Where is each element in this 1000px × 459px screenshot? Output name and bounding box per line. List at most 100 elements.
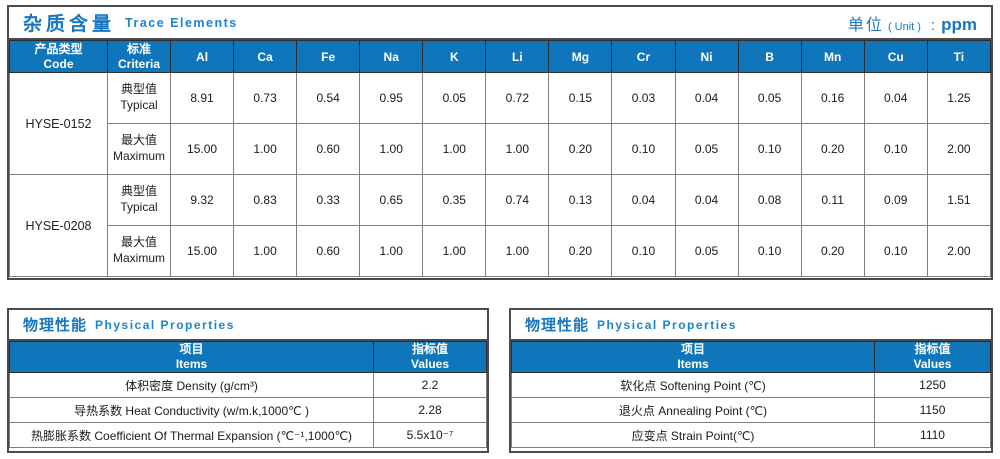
trace-value-cell: 0.10 [737, 225, 802, 277]
trace-value-cell: 0.83 [233, 174, 298, 226]
element-column-header-k: K [422, 40, 487, 73]
product-code-cell: HYSE-0208 [9, 174, 108, 277]
table-row-hyse0152-typical: HYSE-0152 典型值 Typical 8.91 0.73 0.54 0.9… [9, 72, 992, 175]
typical-label-en: Typical [120, 98, 158, 112]
trace-elements-subtitle: Trace Elements [125, 15, 238, 30]
trace-value-cell: 15.00 [169, 123, 235, 175]
physical-properties-title: 物理性能 [525, 317, 590, 334]
element-column-header-fe: Fe [296, 40, 361, 73]
trace-value-cell: 0.65 [359, 174, 424, 226]
element-column-header-cu: Cu [863, 40, 928, 73]
trace-value-cell: 0.20 [548, 123, 613, 175]
trace-value-cell: 0.10 [863, 123, 928, 175]
element-column-header-li: Li [485, 40, 550, 73]
trace-value-cell: 2.00 [926, 225, 992, 277]
values-header-en: Values [410, 357, 450, 371]
property-item-cell: 软化点 Softening Point (℃) [511, 372, 875, 398]
typical-label-cn: 典型值 [120, 82, 157, 97]
property-row-thermal-expansion: 热膨胀系数 Coefficient Of Thermal Expansion (… [9, 422, 487, 448]
element-column-header-na: Na [359, 40, 424, 73]
trace-value-cell: 0.11 [800, 174, 865, 226]
trace-value-cell: 0.60 [296, 123, 361, 175]
maximum-label-en: Maximum [112, 251, 165, 265]
criteria-maximum-cell: 最大值 Maximum [107, 123, 171, 175]
property-row-softening-point: 软化点 Softening Point (℃) 1250 [511, 372, 991, 398]
trace-value-cell: 0.20 [800, 123, 865, 175]
items-header-cn: 项目 [179, 342, 204, 357]
element-column-header-mn: Mn [800, 40, 865, 73]
physical-properties-subtitle: Physical Properties [597, 317, 737, 332]
criteria-typical-cell: 典型值 Typical [107, 174, 171, 226]
property-row-density: 体积密度 Density (g/cm³) 2.2 [9, 372, 487, 398]
trace-value-cell: 0.09 [863, 174, 928, 226]
items-column-header: 项目 Items [511, 341, 875, 373]
trace-elements-title: 杂质含量 [23, 14, 116, 35]
trace-value-cell: 1.25 [926, 72, 992, 124]
table-row-hyse0208-maximum: 最大值 Maximum 15.00 1.00 0.60 1.00 1.00 1.… [10, 225, 992, 277]
trace-value-cell: 1.00 [359, 225, 424, 277]
element-column-header-ni: Ni [674, 40, 739, 73]
element-column-header-cr: Cr [611, 40, 676, 73]
physical-header-row: 项目 Items 指标值 Values [511, 341, 991, 373]
values-header-cn: 指标值 [411, 342, 448, 357]
trace-value-cell: 0.73 [233, 72, 298, 124]
trace-value-cell: 0.04 [863, 72, 928, 124]
physical-properties-title: 物理性能 [23, 317, 88, 334]
trace-value-cell: 0.95 [359, 72, 424, 124]
trace-value-cell: 0.10 [611, 225, 676, 277]
property-value-cell: 1250 [874, 372, 991, 398]
physical-properties-panel-left: 物理性能 Physical Properties 项目 Items 指标值 Va… [7, 308, 489, 453]
element-column-header-al: Al [169, 40, 235, 73]
maximum-label-en: Maximum [112, 149, 165, 163]
table-row-hyse0152-maximum: 最大值 Maximum 15.00 1.00 0.60 1.00 1.00 1.… [10, 123, 992, 175]
property-row-annealing-point: 退火点 Annealing Point (℃) 1150 [511, 397, 991, 423]
items-header-en: Items [677, 357, 709, 371]
trace-value-cell: 0.05 [422, 72, 487, 124]
criteria-header-cn: 标准 [126, 41, 151, 56]
trace-value-cell: 0.15 [548, 72, 613, 124]
trace-value-cell: 2.00 [926, 123, 992, 175]
trace-value-cell: 0.54 [296, 72, 361, 124]
physical-header-row: 项目 Items 指标值 Values [9, 341, 487, 373]
trace-value-cell: 0.05 [674, 123, 739, 175]
trace-value-cell: 1.00 [485, 123, 550, 175]
maximum-label-cn: 最大值 [120, 133, 157, 148]
unit-colon: : [930, 16, 936, 34]
criteria-column-header: 标准 Criteria [107, 40, 171, 73]
trace-value-cell: 0.05 [674, 225, 739, 277]
trace-value-cell: 1.00 [359, 123, 424, 175]
property-value-cell: 2.28 [373, 397, 487, 423]
trace-value-cell: 9.32 [169, 174, 235, 226]
physical-properties-titlebar: 物理性能 Physical Properties [9, 310, 487, 341]
physical-properties-panel-right: 物理性能 Physical Properties 项目 Items 指标值 Va… [509, 308, 993, 453]
trace-value-cell: 0.13 [548, 174, 613, 226]
property-value-cell: 1110 [874, 422, 991, 448]
trace-elements-titlebar: 杂质含量 Trace Elements 单位 ( Unit ) : ppm [9, 7, 991, 40]
unit-value: ppm [941, 14, 977, 34]
element-column-header-ti: Ti [926, 40, 992, 73]
trace-value-cell: 15.00 [169, 225, 235, 277]
trace-value-cell: 0.03 [611, 72, 676, 124]
maximum-label-cn: 最大值 [120, 235, 157, 250]
unit-box: 单位 ( Unit ) : ppm [848, 11, 977, 35]
trace-value-cell: 1.00 [233, 123, 298, 175]
trace-value-cell: 0.20 [548, 225, 613, 277]
property-value-cell: 1150 [874, 397, 991, 423]
trace-value-cell: 0.33 [296, 174, 361, 226]
trace-value-cell: 0.04 [674, 174, 739, 226]
typical-label-en: Typical [120, 200, 158, 214]
physical-properties-subtitle: Physical Properties [95, 317, 235, 332]
property-item-cell: 退火点 Annealing Point (℃) [511, 397, 875, 423]
typical-label-cn: 典型值 [120, 184, 157, 199]
property-item-cell: 导热系数 Heat Conductivity (w/m.k,1000℃ ) [9, 397, 374, 423]
criteria-maximum-cell: 最大值 Maximum [107, 225, 171, 277]
trace-elements-table: 产品类型 Code 标准 Criteria Al Ca Fe Na K Li M… [9, 40, 992, 277]
unit-label-en: ( Unit ) [887, 20, 921, 33]
element-column-header-ca: Ca [233, 40, 298, 73]
trace-value-cell: 1.00 [422, 225, 487, 277]
trace-value-cell: 0.10 [863, 225, 928, 277]
criteria-header-en: Criteria [117, 56, 161, 71]
property-row-strain-point: 应变点 Strain Point(℃) 1110 [511, 422, 991, 448]
trace-value-cell: 0.72 [485, 72, 550, 124]
property-item-cell: 应变点 Strain Point(℃) [511, 422, 875, 448]
